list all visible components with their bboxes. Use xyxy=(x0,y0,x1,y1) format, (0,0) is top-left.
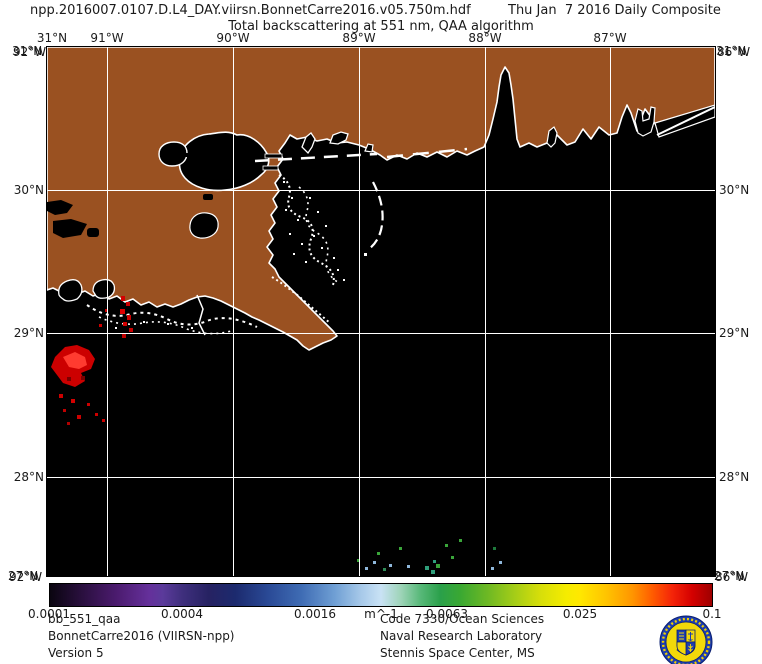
corner-lon-label: 86°W xyxy=(717,45,751,59)
axis-label-28n-left: 28°N xyxy=(13,470,44,484)
axis-label-91w: 91°W xyxy=(90,31,124,45)
small-lake xyxy=(203,194,213,200)
high-backscatter-patches xyxy=(51,296,133,425)
axis-label-89w: 89°W xyxy=(342,31,376,45)
corner-lon-label: 92°W xyxy=(13,45,47,59)
product-filename: npp.2016007.0107.D.L4_DAY.viirsn.BonnetC… xyxy=(30,3,471,18)
axis-label-29n-right: 29°N xyxy=(719,326,750,340)
axis-label-87w: 87°W xyxy=(593,31,627,45)
org-code-line: Code 7330/Ocean Sciences xyxy=(380,612,545,626)
corner-lat-label: 27°N xyxy=(8,569,39,583)
bay-st-louis xyxy=(301,132,316,155)
product-variable-name: bb_551_qaa xyxy=(48,612,121,626)
map-canvas xyxy=(46,46,716,577)
corner-label-bottom-left: 27°N 92°W xyxy=(8,569,48,584)
chandeleur-arc xyxy=(368,181,384,250)
colorbar-tick-5: 0.1 xyxy=(702,607,722,621)
maurepas-pass xyxy=(185,153,193,157)
version-label: Version 5 xyxy=(48,646,104,660)
axis-label-90w: 90°W xyxy=(216,31,250,45)
land-mass xyxy=(46,46,716,351)
org-name-line: Naval Research Laboratory xyxy=(380,629,543,643)
organization-block: Code 7330/Ocean Sciences Naval Research … xyxy=(380,611,544,662)
barrier-islands-west xyxy=(254,152,378,163)
lake-pontchartrain xyxy=(178,131,270,192)
nrl-seal-icon xyxy=(659,615,713,664)
corner-lat-label: 31°N xyxy=(716,44,747,58)
corner-label-bottom-right: 27°N 86°W xyxy=(714,569,754,584)
atchafalaya-lake-3 xyxy=(87,228,99,237)
corner-lat-label: 31°N xyxy=(12,44,43,58)
org-location-line: Stennis Space Center, MS xyxy=(380,646,535,660)
corner-lon-label: 86°W xyxy=(715,570,749,584)
east-beach-line xyxy=(656,106,716,136)
colorbar-tick-1: 0.0004 xyxy=(161,607,203,621)
colorbar-units: m^-1 xyxy=(364,607,398,621)
chef-menteur-pass xyxy=(262,165,279,171)
product-datestamp: Thu Jan 7 2016 Daily Composite xyxy=(508,3,721,18)
pascagoula-inlet xyxy=(364,143,374,153)
colorbar xyxy=(49,583,713,607)
nrl-seal-logo xyxy=(659,615,713,664)
axis-label-29n-left: 29°N xyxy=(13,326,44,340)
product-info-block: bb_551_qaa BonnetCarre2016 (VIIRSN-npp) … xyxy=(48,611,235,662)
lake-salvador xyxy=(189,212,219,239)
timbalier-bay xyxy=(92,278,116,299)
product-subtitle: Total backscattering at 551 nm, QAA algo… xyxy=(228,19,534,34)
marsh-dots xyxy=(115,181,345,329)
corner-label-top-right: 31°N 86°W xyxy=(716,44,756,59)
chandeleur-dot xyxy=(364,253,367,256)
atchafalaya-lake-2 xyxy=(53,219,87,238)
project-name: BonnetCarre2016 (VIIRSN-npp) xyxy=(48,629,235,643)
axis-label-28n-right: 28°N xyxy=(719,470,750,484)
colorbar-tick-3: 0.0063 xyxy=(426,607,468,621)
barrier-islands-east xyxy=(386,147,468,159)
small-east-bay xyxy=(546,126,558,148)
corner-lat-label: 27°N xyxy=(714,569,745,583)
corner-label-top-left: 31°N 92°W xyxy=(12,44,52,59)
axis-label-30n-right: 30°N xyxy=(719,183,750,197)
colorbar-tick-0: 0.0001 xyxy=(28,607,70,621)
perdido-bay xyxy=(634,106,656,137)
axis-label-88w: 88°W xyxy=(468,31,502,45)
coastal-map xyxy=(46,46,716,576)
marsh-speckle xyxy=(86,174,340,336)
corner-lon-label: 92°W xyxy=(9,570,43,584)
bottom-data-specks xyxy=(357,539,502,574)
rigolets-pass xyxy=(264,153,283,159)
axis-label-31n: 31°N xyxy=(36,31,68,45)
colorbar-tick-2: 0.0016 xyxy=(294,607,336,621)
graticule xyxy=(47,47,715,576)
lake-maurepas xyxy=(158,141,188,167)
atchafalaya-lake-1 xyxy=(47,200,73,215)
barataria-bay xyxy=(58,279,83,302)
axis-label-30n-left: 30°N xyxy=(13,183,44,197)
back-bay-biloxi xyxy=(329,131,349,145)
colorbar-tick-4: 0.025 xyxy=(562,607,598,621)
